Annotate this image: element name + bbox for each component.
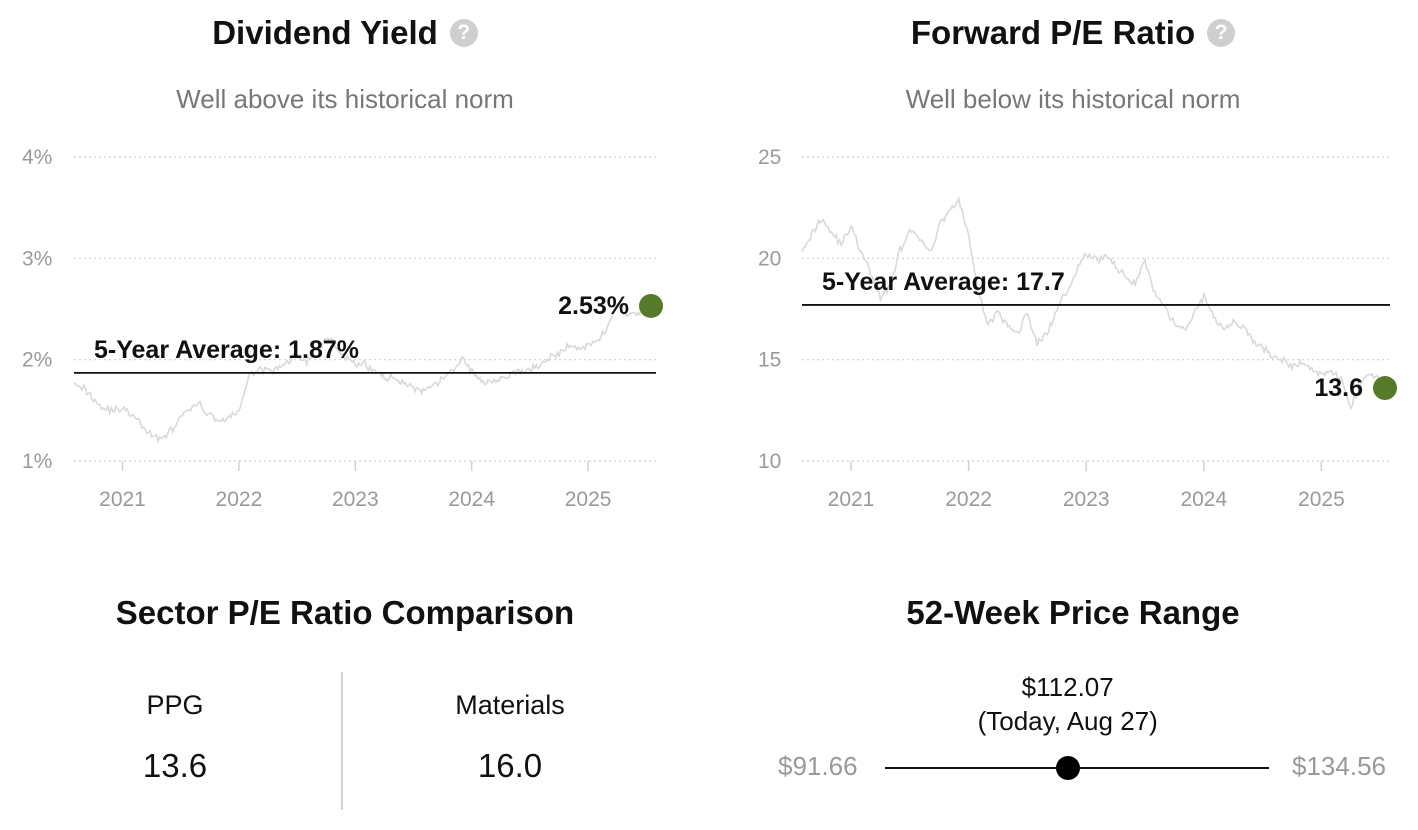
- average-label: 5-Year Average: 1.87%: [94, 336, 359, 364]
- x-tick-label: 2022: [216, 488, 263, 511]
- sector-divider: [341, 672, 343, 810]
- forward-pe-chart: 25 20 15 10 2021 2022 2023 2024 2025 5-Year Avera…: [758, 146, 1397, 511]
- price-range-current: $112.07 (Today, Aug 27): [928, 670, 1208, 738]
- y-tick-label: 20: [758, 247, 781, 270]
- price-range-high: $134.56: [1292, 751, 1386, 781]
- current-value-dot: [1373, 376, 1397, 401]
- dividend-yield-title: Dividend Yield?: [0, 14, 690, 52]
- series-line: [74, 302, 657, 445]
- forward-pe-panel: Forward P/E Ratio? Well below its histor…: [728, 14, 1418, 514]
- current-value-label: 2.53%: [558, 292, 629, 320]
- price-range-marker: [1055, 756, 1080, 780]
- x-tick-label: 2021: [828, 488, 875, 511]
- x-tick-label: 2025: [565, 488, 612, 511]
- average-label: 5-Year Average: 17.7: [822, 268, 1065, 296]
- series-line: [801, 196, 1391, 411]
- y-tick-label: 4%: [22, 146, 52, 169]
- help-icon[interactable]: ?: [1207, 19, 1236, 47]
- y-tick-label: 25: [758, 146, 781, 169]
- dividend-yield-subtitle: Well above its historical norm: [176, 84, 514, 114]
- dividend-yield-panel: Dividend Yield? Well above its historica…: [0, 14, 690, 514]
- current-value-label: 13.6: [1314, 374, 1363, 402]
- x-tick-label: 2024: [1180, 488, 1227, 511]
- sector-item-materials: Materials 16.0: [400, 690, 620, 785]
- x-tick-label: 2024: [448, 488, 495, 511]
- help-icon[interactable]: ?: [449, 19, 478, 47]
- sector-item-name: PPG: [146, 690, 204, 720]
- sector-item-value: 13.6: [142, 747, 208, 784]
- forward-pe-title: Forward P/E Ratio?: [728, 14, 1418, 52]
- current-value-dot: [639, 293, 663, 318]
- y-tick-label: 1%: [22, 450, 52, 473]
- forward-pe-title-text: Forward P/E Ratio: [910, 14, 1196, 51]
- price-range-low: $91.66: [778, 751, 858, 781]
- y-tick-label: 10: [758, 450, 781, 473]
- sector-item-ppg: PPG 13.6: [70, 690, 280, 785]
- sector-item-name: Materials: [455, 690, 565, 720]
- dividend-yield-title-text: Dividend Yield: [212, 14, 438, 51]
- x-tick-label: 2025: [1298, 488, 1345, 511]
- y-tick-label: 15: [758, 349, 781, 372]
- y-tick-label: 3%: [22, 247, 52, 270]
- sector-item-value: 16.0: [477, 747, 543, 784]
- dividend-yield-chart: 4% 3% 2% 1% 2021 2022 2023 2024 2025 5-Year Avera…: [22, 146, 663, 511]
- current-price: $112.07: [1021, 672, 1114, 702]
- x-tick-label: 2021: [99, 488, 146, 511]
- x-tick-label: 2022: [945, 488, 992, 511]
- x-tick-label: 2023: [1063, 488, 1110, 511]
- x-tick-label: 2023: [332, 488, 379, 511]
- price-range-title: 52-Week Price Range: [906, 594, 1240, 631]
- y-tick-label: 2%: [22, 349, 52, 372]
- forward-pe-subtitle: Well below its historical norm: [905, 84, 1241, 114]
- current-price-note: (Today, Aug 27): [977, 706, 1158, 736]
- sector-pe-title: Sector P/E Ratio Comparison: [115, 594, 575, 631]
